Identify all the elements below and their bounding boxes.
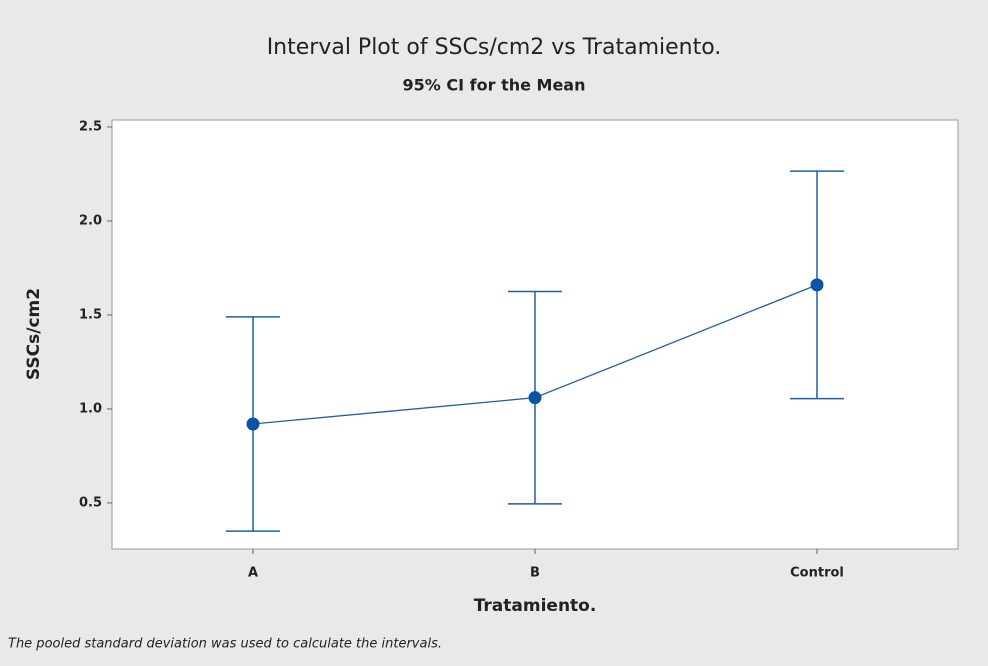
mean-marker: [246, 417, 260, 431]
mean-marker: [810, 278, 824, 292]
y-tick-label: 2.5: [79, 119, 102, 134]
x-tick-label: B: [530, 566, 540, 581]
y-tick-label: 2.0: [79, 213, 102, 228]
y-tick-label: 1.5: [79, 307, 102, 322]
x-tick-label: Control: [790, 566, 844, 581]
chart-title: Interval Plot of SSCs/cm2 vs Tratamiento…: [267, 35, 722, 60]
y-tick-label: 1.0: [79, 401, 102, 416]
chart-subtitle: 95% CI for the Mean: [403, 76, 586, 95]
footnote: The pooled standard deviation was used t…: [8, 637, 442, 652]
x-axis-label: Tratamiento.: [474, 596, 597, 616]
y-tick-label: 0.5: [79, 495, 102, 510]
x-tick-label: A: [248, 566, 258, 581]
mean-marker: [528, 391, 542, 405]
y-axis-label: SSCs/cm2: [24, 288, 44, 380]
